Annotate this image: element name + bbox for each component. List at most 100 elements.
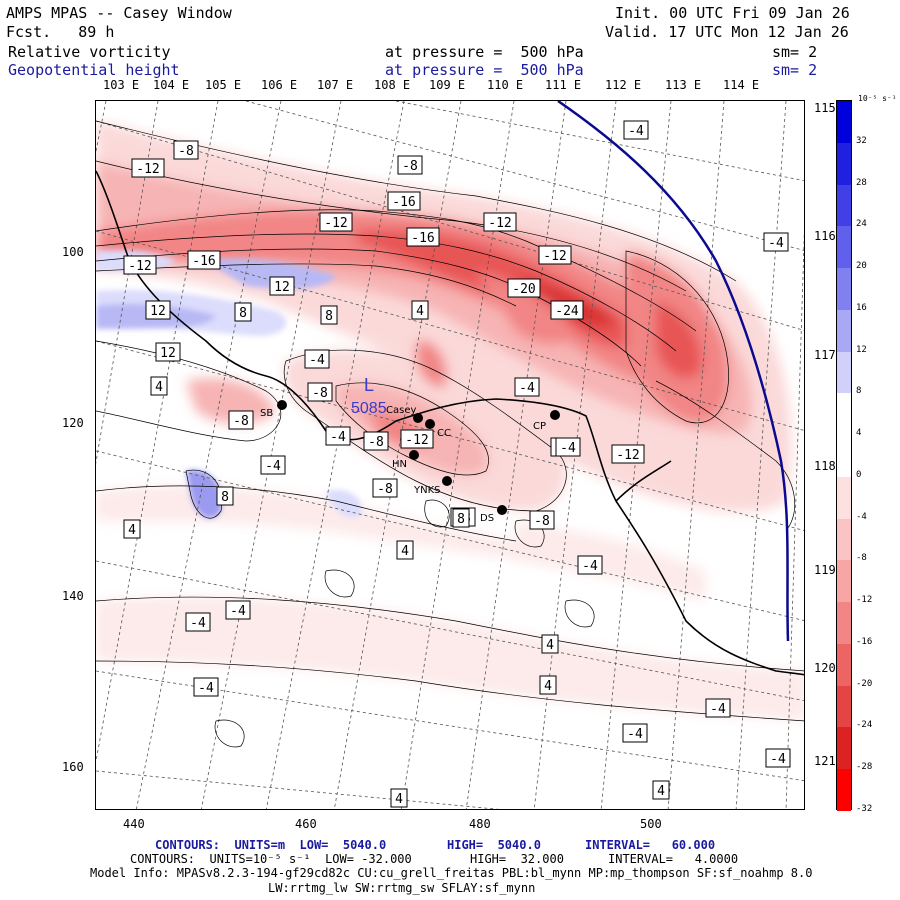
svg-text:-24: -24	[555, 304, 579, 319]
svg-text:-12: -12	[128, 259, 151, 274]
colorbar-label: 28	[856, 177, 867, 188]
contour-label: 12	[269, 276, 295, 296]
contour-label: -20	[507, 278, 541, 298]
top-longitude-label: 103 E	[103, 78, 140, 92]
svg-text:-4: -4	[190, 616, 206, 631]
svg-text:-4: -4	[519, 381, 535, 396]
contour-label: -4	[555, 437, 581, 457]
colorbar-segment	[837, 226, 851, 269]
contour-label: 4	[652, 780, 670, 800]
contour-label: -8	[397, 155, 423, 175]
svg-text:-4: -4	[230, 604, 246, 619]
footer-contours-height: CONTOURS: UNITS=m LOW= 5040.0	[155, 838, 387, 852]
contour-label: -8	[307, 382, 333, 402]
top-longitude-label: 111 E	[545, 78, 582, 92]
top-longitude-label: 104 E	[153, 78, 190, 92]
svg-text:-12: -12	[324, 216, 347, 231]
svg-text:12: 12	[150, 304, 166, 319]
svg-text:8: 8	[239, 306, 247, 321]
svg-text:-16: -16	[411, 231, 434, 246]
contour-label: 8	[216, 486, 234, 506]
colorbar-label: 0	[856, 469, 862, 480]
contour-label: -4	[325, 426, 351, 446]
svg-text:-4: -4	[265, 459, 281, 474]
low-pressure-symbol: L	[364, 375, 374, 395]
contour-label: 4	[396, 540, 414, 560]
top-longitude-label: 109 E	[429, 78, 466, 92]
contour-label: 4	[150, 376, 168, 396]
valid-time: Valid. 17 UTC Mon 12 Jan 26	[605, 23, 849, 41]
y-axis-tick: 100	[62, 245, 84, 259]
contour-label: -16	[187, 250, 221, 270]
top-longitude-label: 108 E	[374, 78, 411, 92]
top-longitude-label: 110 E	[487, 78, 524, 92]
contour-label: -12	[483, 212, 517, 232]
colorbar-label: -12	[856, 595, 873, 606]
station-casey: Casey	[386, 405, 423, 423]
colorbar-label: 16	[856, 302, 867, 313]
svg-text:-4: -4	[628, 124, 644, 139]
svg-text:12: 12	[274, 280, 290, 295]
svg-text:-4: -4	[198, 681, 214, 696]
svg-text:-4: -4	[560, 441, 576, 456]
contour-label: 8	[452, 508, 470, 528]
svg-text:-12: -12	[136, 162, 159, 177]
colorbar-segment	[837, 518, 851, 561]
contour-label: -4	[705, 698, 731, 718]
field2-name: Geopotential height	[8, 61, 180, 79]
colorbar-segment	[837, 351, 851, 394]
svg-text:-4: -4	[330, 430, 346, 445]
svg-text:12: 12	[160, 346, 176, 361]
svg-text:4: 4	[544, 679, 552, 694]
contour-label: -12	[538, 245, 572, 265]
svg-text:4: 4	[657, 784, 665, 799]
svg-text:-8: -8	[233, 414, 249, 429]
field2-smoothing: sm= 2	[772, 61, 818, 79]
svg-text:SB: SB	[260, 408, 273, 419]
svg-text:DS: DS	[480, 513, 494, 524]
colorbar-label: -4	[856, 511, 867, 522]
colorbar-segment	[837, 142, 851, 185]
svg-text:-16: -16	[192, 254, 215, 269]
contour-label: -4	[185, 612, 211, 632]
svg-text:-12: -12	[543, 249, 566, 264]
x-axis-tick: 500	[640, 817, 662, 831]
x-axis-tick: 460	[295, 817, 317, 831]
colorbar-segment	[837, 476, 851, 520]
colorbar-segment	[837, 101, 851, 144]
map-panel: -8 -12 -8 -16 -12 -16 -12 -12 -16 -12 -20 -24 -4 -4 12…	[95, 100, 805, 810]
svg-text:-8: -8	[377, 482, 393, 497]
colorbar	[836, 100, 852, 812]
contour-label: -4	[304, 349, 330, 369]
colorbar-unit: 10⁻⁵ s⁻¹	[858, 94, 897, 103]
colorbar-segment	[837, 769, 851, 812]
contour-label: -12	[611, 444, 645, 464]
station-cp: CP	[533, 410, 560, 432]
colorbar-label: -32	[856, 804, 873, 814]
footer-contours-vorticity-high: HIGH= 32.000	[470, 852, 564, 866]
colorbar-label: -20	[856, 678, 873, 689]
field1-level: at pressure = 500 hPa	[385, 43, 584, 61]
colorbar-label: 4	[856, 428, 862, 439]
svg-text:-12: -12	[616, 448, 639, 463]
vorticity-map: -8 -12 -8 -16 -12 -16 -12 -12 -16 -12 -20 -24 -4 -4 12…	[96, 101, 804, 809]
colorbar-label: -24	[856, 720, 873, 731]
colorbar-label: -16	[856, 636, 873, 647]
map-title: AMPS MPAS -- Casey Window	[6, 4, 232, 22]
coastline	[96, 170, 804, 676]
svg-text:CP: CP	[533, 421, 546, 432]
contour-label: 4	[123, 519, 141, 539]
contour-label: -12	[131, 158, 165, 178]
contour-label: -4	[763, 232, 789, 252]
contour-label: -4	[577, 555, 603, 575]
svg-text:-8: -8	[178, 144, 194, 159]
footer-contours-vorticity-interval: INTERVAL= 4.0000	[608, 852, 739, 866]
contour-label: -4	[260, 455, 286, 475]
colorbar-segment	[837, 309, 851, 353]
svg-text:-8: -8	[368, 435, 384, 450]
station-ds: DS	[480, 505, 507, 524]
svg-text:-12: -12	[488, 216, 511, 231]
station-cc: CC	[425, 419, 451, 439]
colorbar-label: -28	[856, 762, 873, 773]
contour-label: -8	[173, 140, 199, 160]
